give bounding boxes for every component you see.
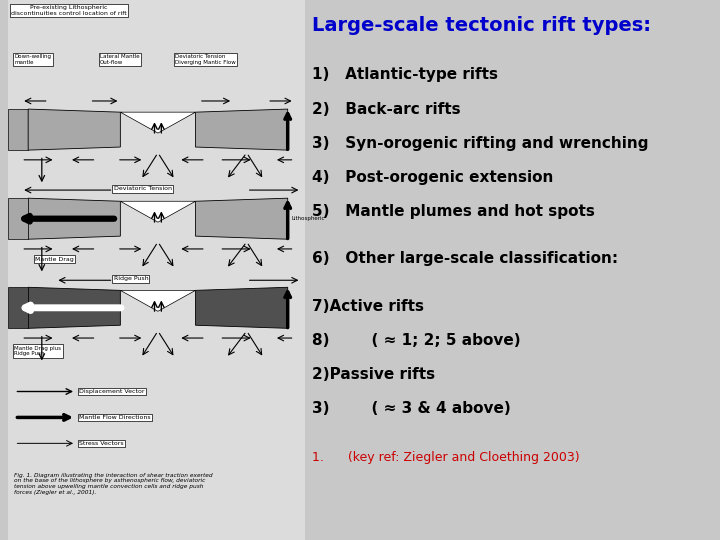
- Text: Mantle Drag plus
Ridge Push: Mantle Drag plus Ridge Push: [14, 346, 61, 356]
- Text: Deviatoric Tension
Diverging Mantic Flow: Deviatoric Tension Diverging Mantic Flow: [175, 54, 235, 65]
- Text: 7)Active rifts: 7)Active rifts: [312, 299, 423, 314]
- Text: Down-welling
mantle: Down-welling mantle: [14, 54, 52, 65]
- Text: 5)   Mantle plumes and hot spots: 5) Mantle plumes and hot spots: [312, 204, 595, 219]
- Text: Mantle Flow Directions: Mantle Flow Directions: [79, 415, 151, 420]
- Polygon shape: [120, 201, 196, 222]
- Text: Fig. 1. Diagram illustrating the interaction of shear traction exerted
on the ba: Fig. 1. Diagram illustrating the interac…: [14, 472, 213, 495]
- Text: 8)        ( ≈ 1; 2; 5 above): 8) ( ≈ 1; 2; 5 above): [312, 333, 521, 348]
- Bar: [8, 287, 28, 328]
- Text: 3)   Syn-orogenic rifting and wrenching: 3) Syn-orogenic rifting and wrenching: [312, 136, 648, 151]
- Text: 6)   Other large-scale classification:: 6) Other large-scale classification:: [312, 251, 618, 266]
- Text: 4)   Post-orogenic extension: 4) Post-orogenic extension: [312, 170, 553, 185]
- Polygon shape: [28, 109, 120, 150]
- Polygon shape: [196, 287, 288, 328]
- Text: Ridge Push: Ridge Push: [114, 276, 148, 281]
- Polygon shape: [28, 287, 120, 328]
- Bar: [8, 109, 28, 150]
- Polygon shape: [120, 291, 196, 311]
- Bar: [8, 198, 28, 239]
- Polygon shape: [196, 198, 288, 239]
- Polygon shape: [28, 198, 120, 239]
- Text: 1)   Atlantic-type rifts: 1) Atlantic-type rifts: [312, 68, 498, 83]
- Text: Pre-existing Lithospheric
discontinuities control location of rift: Pre-existing Lithospheric discontinuitie…: [12, 5, 127, 16]
- Text: 1.      (key ref: Ziegler and Cloething 2003): 1. (key ref: Ziegler and Cloething 2003): [312, 451, 579, 464]
- Text: Stress Vectors: Stress Vectors: [79, 441, 124, 446]
- Text: 3)        ( ≈ 3 & 4 above): 3) ( ≈ 3 & 4 above): [312, 401, 510, 416]
- FancyBboxPatch shape: [8, 0, 305, 540]
- Text: 2)Passive rifts: 2)Passive rifts: [312, 367, 435, 382]
- Text: Lateral Mantle
Out-flow: Lateral Mantle Out-flow: [100, 54, 140, 65]
- Text: 2)   Back-arc rifts: 2) Back-arc rifts: [312, 102, 460, 117]
- Text: Mantle Drag: Mantle Drag: [35, 256, 73, 261]
- Text: Deviatoric Tension: Deviatoric Tension: [114, 186, 171, 191]
- Polygon shape: [196, 109, 288, 150]
- Text: Large-scale tectonic rift types:: Large-scale tectonic rift types:: [312, 16, 651, 35]
- Polygon shape: [120, 112, 196, 133]
- Text: Lithospheric: Lithospheric: [291, 216, 325, 221]
- Text: Displacement Vector: Displacement Vector: [79, 389, 145, 394]
